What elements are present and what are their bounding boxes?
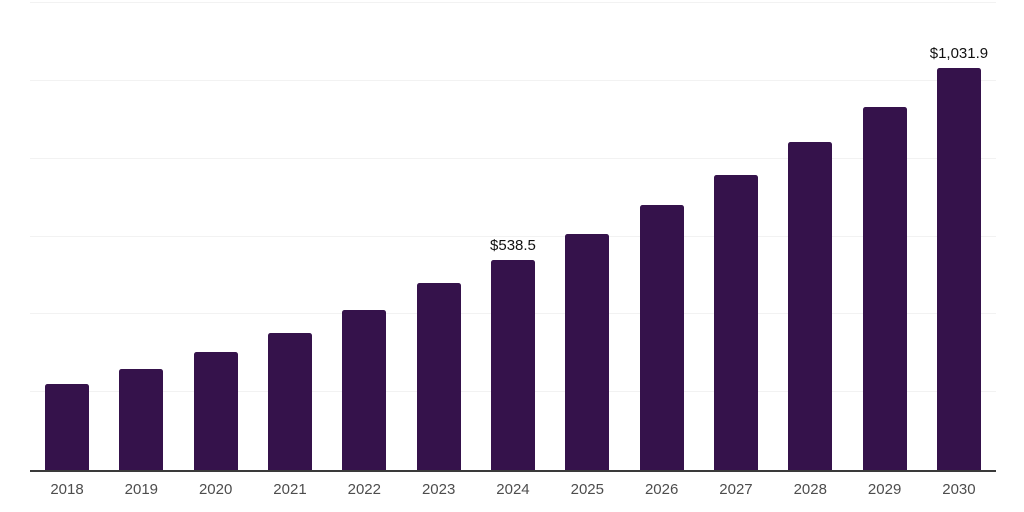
bar-cell — [848, 3, 922, 470]
bar-2029 — [862, 106, 907, 470]
bar-cell — [625, 3, 699, 470]
x-tick-label-2025: 2025 — [570, 481, 604, 498]
bar-2028 — [788, 141, 833, 470]
x-tick-label-2024: 2024 — [496, 481, 530, 498]
bar-cell: $1,031.9 — [922, 3, 996, 470]
x-tick-label-2022: 2022 — [347, 481, 381, 498]
x-tick-label-2018: 2018 — [50, 481, 84, 498]
bar-2026 — [639, 204, 684, 470]
bar-2018 — [45, 384, 89, 470]
bar-cell — [104, 3, 178, 470]
bar-2019 — [119, 369, 164, 470]
bar-chart: $538.5 $1,031.9 2018 2019 2020 2021 2022 2023 2… — [30, 2, 996, 498]
bar-2030 — [936, 68, 981, 470]
bar-cell — [773, 3, 847, 470]
bar-2025 — [565, 234, 610, 470]
gridline — [30, 79, 996, 81]
bar-2021 — [267, 332, 312, 470]
x-tick-label-2027: 2027 — [719, 481, 753, 498]
gridline — [30, 235, 996, 237]
x-tick-label-2019: 2019 — [124, 481, 159, 498]
x-tick-label-2021: 2021 — [273, 481, 307, 498]
bar-cell — [550, 3, 624, 470]
bar-cell — [699, 3, 773, 470]
x-tick-label-2026: 2026 — [644, 481, 679, 498]
x-tick-label-2029: 2029 — [867, 481, 902, 498]
bar-value-label-2030: $1,031.9 — [929, 45, 989, 63]
bar-cell — [402, 3, 476, 470]
bar-cell — [30, 3, 104, 470]
x-tick-label-2020: 2020 — [198, 481, 233, 498]
x-tick-label-2030: 2030 — [942, 481, 976, 498]
x-axis: 2018 2019 2020 2021 2022 2023 2024 2025 2026 2027… — [30, 481, 996, 498]
bar-2027 — [713, 174, 758, 470]
bar-2022 — [342, 309, 387, 470]
plot-area: $538.5 $1,031.9 — [30, 2, 996, 472]
gridline — [30, 2, 996, 3]
bar-2020 — [193, 352, 238, 470]
bar-2023 — [416, 282, 461, 470]
bar-cell — [253, 3, 327, 470]
bar-cell: $538.5 — [476, 3, 550, 470]
x-tick-label-2023: 2023 — [421, 481, 456, 498]
bar-cell — [179, 3, 253, 470]
bar-cell — [327, 3, 401, 470]
bar-value-label-2024: $538.5 — [490, 237, 536, 255]
bar-2024 — [490, 260, 535, 470]
gridline — [30, 157, 996, 159]
x-tick-label-2028: 2028 — [793, 481, 827, 498]
